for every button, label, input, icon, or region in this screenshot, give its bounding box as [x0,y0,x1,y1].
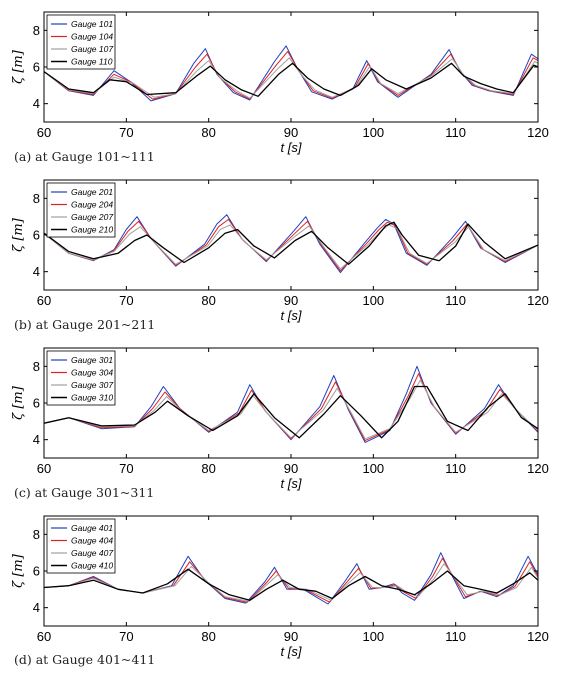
series-line-4 [44,568,538,601]
y-tick-label: 4 [33,432,40,447]
legend-label-1: Gauge 301 [71,355,113,365]
legend-box [46,14,116,70]
plot-frame [43,347,539,459]
x-tick-label: 80 [201,293,215,308]
legend-label-3: Gauge 407 [71,548,113,558]
plot-frame [43,179,539,291]
plot-frame [43,11,539,123]
legend: Gauge 201 Gauge 204 Gauge 207 Gauge 210 [46,182,116,238]
x-tick-label: 120 [527,125,549,140]
legend-label-3: Gauge 307 [71,380,113,390]
legend: Gauge 101 Gauge 104 Gauge 107 Gauge 110 [46,14,116,70]
x-tick-label: 100 [362,125,384,140]
x-axis-label: t [s] [281,644,302,659]
y-tick-label: 4 [33,264,40,279]
series-line-1 [44,365,538,443]
x-tick-label: 90 [284,461,298,476]
x-tick-label: 110 [445,293,466,308]
series-line-2 [44,218,538,272]
legend: Gauge 401 Gauge 404 Gauge 407 Gauge 410 [46,518,116,574]
caption-c: (c) at Gauge 301~311 [14,485,155,500]
x-tick-label: 100 [362,461,384,476]
series-line-2 [44,557,538,603]
y-tick-label: 8 [33,23,40,38]
x-tick-label: 100 [362,629,384,644]
caption-a: (a) at Gauge 101~111 [14,149,155,164]
legend-label-1: Gauge 201 [71,187,113,197]
legend-label-4: Gauge 310 [71,393,113,403]
y-tick-label: 4 [33,96,40,111]
legend-label-2: Gauge 104 [71,32,113,42]
series-line-4 [44,385,538,439]
legend-label-4: Gauge 110 [71,57,113,67]
series-line-4 [44,62,538,97]
y-tick-label: 6 [33,228,40,243]
x-tick-label: 70 [119,293,133,308]
series-line-3 [44,563,538,602]
series-line-3 [44,379,538,440]
x-tick-label: 70 [119,629,133,644]
x-tick-label: 80 [201,125,215,140]
x-tick-label: 110 [445,125,466,140]
x-axis-label: t [s] [281,140,302,155]
legend-label-2: Gauge 404 [71,536,113,546]
series-line-1 [44,552,538,605]
x-tick-label: 80 [201,461,215,476]
y-tick-label: 6 [33,396,40,411]
x-tick-label: 120 [527,461,549,476]
series-line-1 [44,214,538,274]
x-tick-label: 90 [284,629,298,644]
x-tick-label: 110 [445,629,466,644]
legend-label-4: Gauge 410 [71,561,113,571]
y-tick-label: 8 [33,191,40,206]
x-tick-label: 120 [527,293,549,308]
series-line-3 [44,224,538,270]
y-axis-label: ζ [m] [11,385,26,420]
series-line-4 [44,221,538,265]
legend-label-1: Gauge 101 [71,19,113,29]
x-tick-label: 60 [37,461,51,476]
y-tick-label: 6 [33,60,40,75]
x-tick-label: 60 [37,629,51,644]
x-tick-label: 90 [284,293,298,308]
series-line-1 [44,45,538,102]
x-tick-label: 120 [527,629,549,644]
legend-label-3: Gauge 107 [71,44,113,54]
x-tick-label: 90 [284,125,298,140]
plot-frame [43,515,539,627]
y-tick-label: 8 [33,359,40,374]
x-tick-label: 60 [37,125,51,140]
legend-label-2: Gauge 304 [71,368,113,378]
y-axis-label: ζ [m] [11,217,26,252]
caption-d: (d) at Gauge 401~411 [14,652,156,667]
caption-b: (b) at Gauge 201~211 [14,317,156,332]
x-tick-label: 110 [445,461,466,476]
legend-label-3: Gauge 207 [71,212,113,222]
x-axis-label: t [s] [281,476,302,491]
series-line-2 [44,373,538,442]
y-axis-label: ζ [m] [11,553,26,588]
x-tick-label: 60 [37,293,51,308]
x-tick-label: 80 [201,629,215,644]
legend-label-1: Gauge 401 [71,523,113,533]
y-tick-label: 8 [33,527,40,542]
legend-label-2: Gauge 204 [71,200,113,210]
y-tick-label: 6 [33,564,40,579]
x-tick-label: 100 [362,293,384,308]
legend: Gauge 301 Gauge 304 Gauge 307 Gauge 310 [46,350,116,406]
y-tick-label: 4 [33,600,40,615]
x-axis-label: t [s] [281,308,302,323]
x-tick-label: 70 [119,461,133,476]
y-axis-label: ζ [m] [11,49,26,84]
x-tick-label: 70 [119,125,133,140]
legend-label-4: Gauge 210 [71,225,113,235]
